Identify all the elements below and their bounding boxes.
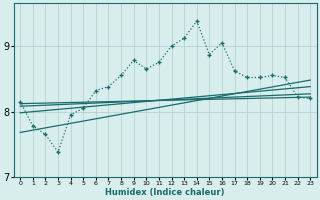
X-axis label: Humidex (Indice chaleur): Humidex (Indice chaleur) [106, 188, 225, 197]
